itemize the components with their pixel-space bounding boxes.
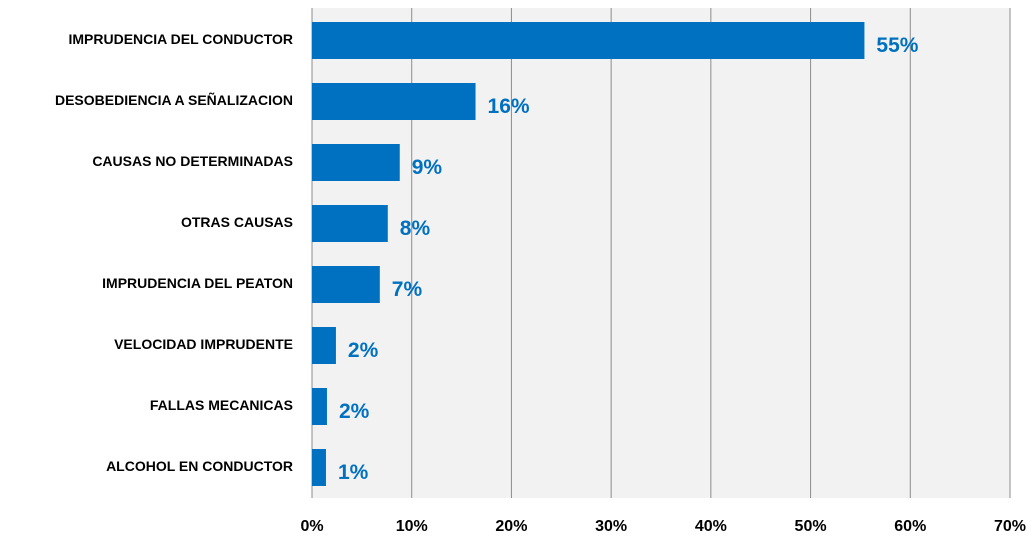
y-tick-label: FALLAS MECANICAS: [150, 397, 293, 413]
y-tick-label: IMPRUDENCIA DEL CONDUCTOR: [68, 31, 293, 47]
bar: [312, 205, 388, 242]
value-label: 16%: [488, 95, 530, 118]
y-tick-label: ALCOHOL EN CONDUCTOR: [106, 458, 293, 474]
x-tick-label: 0%: [300, 518, 323, 535]
y-tick-label: OTRAS CAUSAS: [181, 214, 293, 230]
bar: [312, 388, 327, 425]
bar: [312, 144, 400, 181]
value-label: 55%: [876, 34, 918, 57]
bar: [312, 83, 476, 120]
value-label: 9%: [412, 156, 443, 179]
bar: [312, 327, 336, 364]
x-tick-label: 30%: [595, 518, 627, 535]
x-tick-label: 50%: [795, 518, 827, 535]
x-tick-label: 40%: [695, 518, 727, 535]
y-tick-label: CAUSAS NO DETERMINADAS: [92, 153, 293, 169]
y-tick-label: VELOCIDAD IMPRUDENTE: [114, 336, 293, 352]
x-tick-label: 20%: [495, 518, 527, 535]
value-label: 1%: [338, 461, 369, 484]
x-tick-label: 10%: [396, 518, 428, 535]
bar: [312, 449, 326, 486]
y-tick-label: DESOBEDIENCIA A SEÑALIZACION: [55, 91, 293, 108]
bar: [312, 22, 865, 59]
x-tick-label: 70%: [994, 518, 1026, 535]
bar: [312, 266, 380, 303]
value-label: 2%: [348, 339, 379, 362]
y-tick-label: IMPRUDENCIA DEL PEATON: [102, 275, 293, 291]
value-label: 2%: [339, 400, 370, 423]
value-label: 8%: [400, 217, 431, 240]
value-label: 7%: [392, 278, 423, 301]
plot-area: [312, 8, 1010, 498]
x-tick-label: 60%: [894, 518, 926, 535]
